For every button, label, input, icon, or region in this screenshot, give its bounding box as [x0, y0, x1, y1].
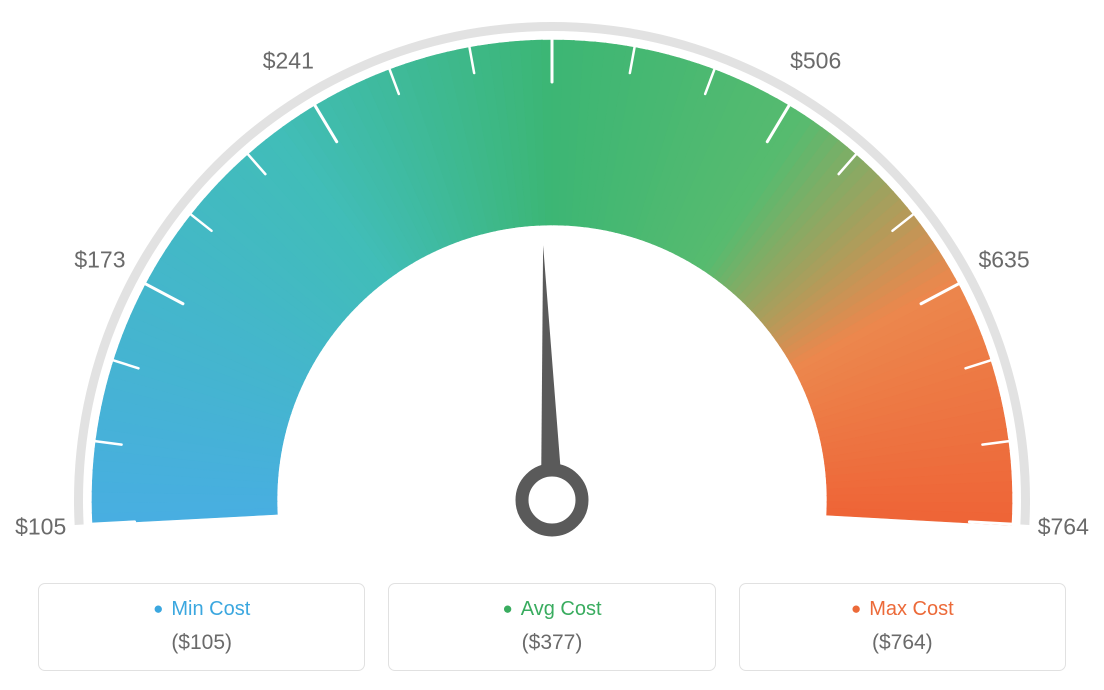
legend-card-avg: Avg Cost ($377) — [388, 583, 715, 671]
gauge-tick-label: $241 — [263, 48, 314, 75]
gauge-tick-label: $635 — [978, 246, 1029, 273]
gauge-svg — [0, 0, 1104, 560]
gauge-tick-label: $506 — [790, 48, 841, 75]
legend-card-min: Min Cost ($105) — [38, 583, 365, 671]
gauge-tick-label: $377 — [526, 0, 577, 2]
legend-avg-label: Avg Cost — [399, 598, 704, 621]
cost-gauge: $105 $173 $241 $377 $506 $635 $764 — [0, 0, 1104, 560]
gauge-tick-label: $764 — [1038, 513, 1089, 540]
gauge-tick-label: $105 — [15, 513, 66, 540]
gauge-tick-label: $173 — [74, 246, 125, 273]
legend-max-label: Max Cost — [750, 598, 1055, 621]
legend-row: Min Cost ($105) Avg Cost ($377) Max Cost… — [0, 583, 1104, 671]
legend-max-value: ($764) — [750, 631, 1055, 655]
legend-min-label: Min Cost — [49, 598, 354, 621]
legend-min-value: ($105) — [49, 631, 354, 655]
legend-avg-value: ($377) — [399, 631, 704, 655]
legend-card-max: Max Cost ($764) — [739, 583, 1066, 671]
